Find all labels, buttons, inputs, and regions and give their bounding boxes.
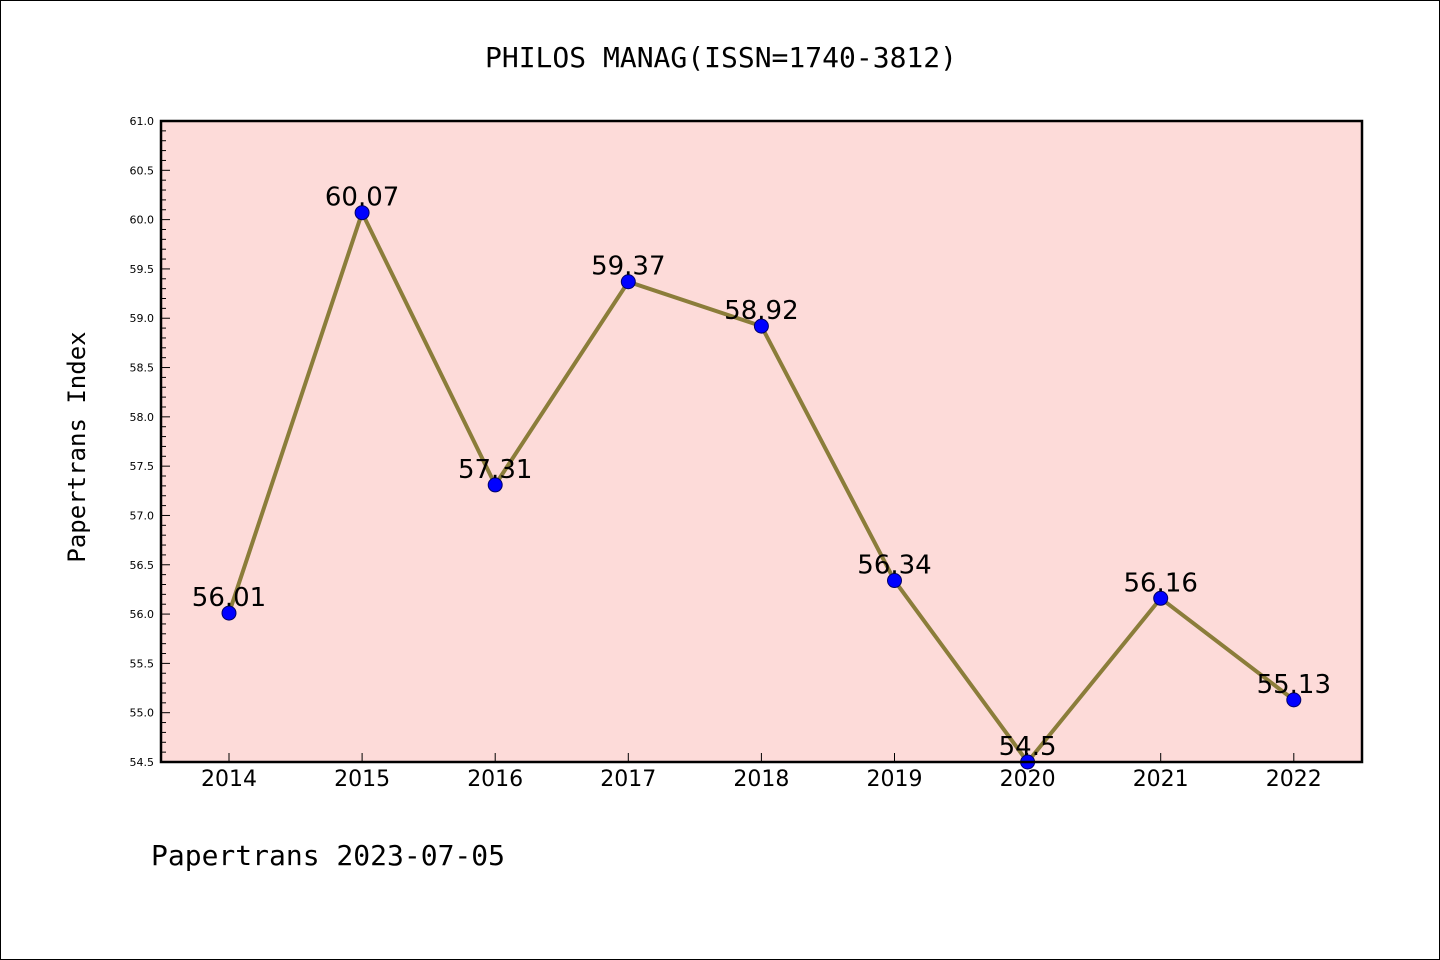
series-group <box>221 205 1302 770</box>
y-tick-label: 56.5 <box>130 559 155 572</box>
data-point <box>753 318 769 334</box>
data-label: 56.01 <box>192 583 266 613</box>
x-tick-label: 2020 <box>1000 767 1056 792</box>
y-tick-label: 57.0 <box>130 509 155 522</box>
x-tick-label: 2021 <box>1133 767 1189 792</box>
x-tick-label: 2019 <box>867 767 923 792</box>
y-tick-label: 55.0 <box>130 707 155 720</box>
y-tick-label: 57.5 <box>130 460 155 473</box>
data-point <box>887 573 902 589</box>
plot-frame <box>159 119 1364 764</box>
data-point <box>221 605 237 621</box>
data-point <box>620 274 636 290</box>
data-label: 54.5 <box>999 732 1057 762</box>
data-label: 57.31 <box>458 455 532 485</box>
x-tick-label: 2017 <box>600 767 656 792</box>
data-label: 58.92 <box>724 296 798 326</box>
y-tick-label: 59.0 <box>130 312 155 325</box>
y-tick-label: 61.0 <box>130 115 155 128</box>
y-axis: 54.5 55.0 55.5 56.0 56.5 57.0 57.5 58.0 58.5 59.0… <box>130 115 170 769</box>
plot-area <box>161 121 1362 762</box>
data-label: 60.07 <box>325 183 399 213</box>
y-tick-label: 55.5 <box>130 657 155 670</box>
y-tick-label: 60.5 <box>130 164 155 177</box>
data-label: 56.16 <box>1123 568 1197 598</box>
data-point <box>487 477 503 493</box>
data-labels-group: 56.01 60.07 57.31 59.37 58.92 56.34 54.5 56.16 5… <box>192 183 1331 762</box>
x-tick-label: 2015 <box>334 767 390 792</box>
data-point <box>354 205 370 221</box>
y-tick-label: 60.0 <box>130 214 155 227</box>
data-label: 55.13 <box>1257 670 1331 700</box>
y-tick-label: 59.5 <box>130 263 155 276</box>
data-point <box>1286 692 1302 708</box>
y-tick-label: 58.5 <box>130 362 155 375</box>
x-tick-label: 2018 <box>733 767 789 792</box>
footer-text: Papertrans 2023-07-05 <box>151 839 505 872</box>
chart-title: PHILOS MANAG(ISSN=1740-3812) <box>485 41 957 74</box>
data-label: 56.34 <box>857 551 931 581</box>
y-axis-label: Papertrans Index <box>63 331 91 562</box>
data-label: 59.37 <box>591 252 665 282</box>
y-tick-label: 56.0 <box>130 608 155 621</box>
x-tick-label: 2016 <box>467 767 523 792</box>
x-tick-label: 2014 <box>201 767 257 792</box>
data-point <box>1153 590 1169 606</box>
x-axis: 2014 2015 2016 2017 2018 2019 2020 2021 2022 <box>201 753 1322 792</box>
y-tick-label: 54.5 <box>130 756 155 769</box>
x-tick-label: 2022 <box>1266 767 1322 792</box>
y-tick-label: 58.0 <box>130 411 155 424</box>
